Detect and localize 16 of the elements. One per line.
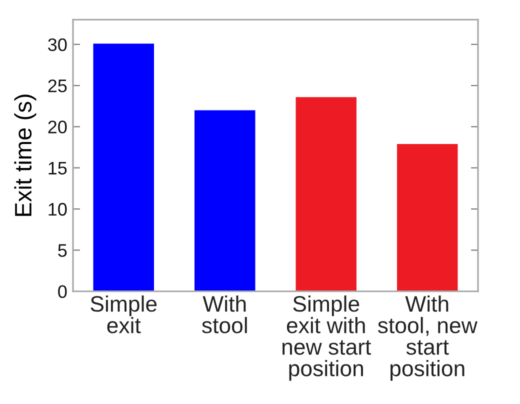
y-tick-label: 30: [48, 38, 67, 52]
x-tick-label: With stool, new start position: [378, 295, 478, 381]
bar: [93, 44, 154, 292]
y-tick-label: 20: [48, 120, 67, 134]
bar: [194, 110, 256, 292]
x-tick-label: Simple exit: [90, 295, 157, 334]
y-tick-label: 0: [58, 285, 67, 298]
x-tick-label: Simple exit with new start position: [282, 295, 372, 381]
y-tick-label: 15: [48, 162, 67, 175]
bar: [296, 97, 356, 292]
y-tick-label: 5: [58, 244, 67, 257]
y-axis-title: Exit time (s): [14, 94, 36, 216]
y-tick-label: 25: [48, 79, 67, 92]
bar: [397, 144, 458, 292]
x-tick-label: With stool: [202, 295, 247, 334]
y-tick-label: 10: [48, 202, 67, 216]
